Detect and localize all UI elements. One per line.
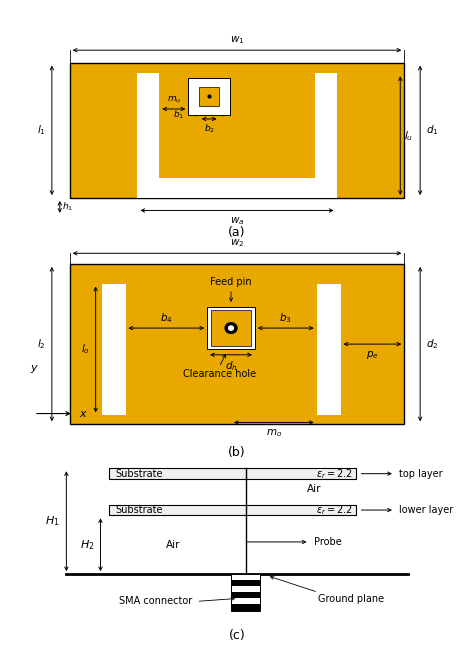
Bar xyxy=(230,586,261,592)
Text: $b_1$: $b_1$ xyxy=(173,108,184,121)
Text: (b): (b) xyxy=(228,446,246,459)
Text: top layer: top layer xyxy=(399,469,443,479)
Text: Substrate: Substrate xyxy=(116,505,163,515)
Text: $\varepsilon_r = 2.2$: $\varepsilon_r = 2.2$ xyxy=(316,467,352,481)
Text: $h_1$: $h_1$ xyxy=(62,201,73,213)
Text: $\varepsilon_r = 2.2$: $\varepsilon_r = 2.2$ xyxy=(316,503,352,517)
Text: $l_o$: $l_o$ xyxy=(81,343,90,357)
Text: $m_o$: $m_o$ xyxy=(266,427,282,438)
Circle shape xyxy=(228,326,233,330)
Bar xyxy=(109,468,356,479)
Bar xyxy=(188,78,230,115)
Text: $p_e$: $p_e$ xyxy=(366,349,379,361)
Text: $b_2$: $b_2$ xyxy=(203,122,215,135)
Bar xyxy=(230,604,261,610)
Text: Air: Air xyxy=(166,540,180,550)
Text: lower layer: lower layer xyxy=(399,505,453,515)
Text: $b_3$: $b_3$ xyxy=(280,311,292,325)
Bar xyxy=(317,284,340,416)
Text: $d_1$: $d_1$ xyxy=(426,124,439,137)
Text: Probe: Probe xyxy=(314,537,342,547)
Text: Substrate: Substrate xyxy=(116,469,163,479)
Bar xyxy=(199,87,219,106)
Text: $d_2$: $d_2$ xyxy=(426,337,438,351)
Text: $H_2$: $H_2$ xyxy=(80,538,94,552)
Circle shape xyxy=(225,323,237,333)
Text: $H_1$: $H_1$ xyxy=(46,515,60,528)
Bar xyxy=(70,264,404,424)
Text: SMA connector: SMA connector xyxy=(119,596,192,606)
Bar xyxy=(211,310,251,346)
Text: $b_4$: $b_4$ xyxy=(160,311,173,325)
Text: Feed pin: Feed pin xyxy=(210,277,252,287)
Bar xyxy=(137,73,159,198)
Bar xyxy=(230,592,261,598)
Bar xyxy=(230,598,261,604)
Text: (a): (a) xyxy=(228,226,246,240)
Bar xyxy=(230,574,261,610)
Bar xyxy=(230,580,261,586)
Text: $w_2$: $w_2$ xyxy=(230,237,244,249)
Bar xyxy=(70,62,404,198)
Text: $l_2$: $l_2$ xyxy=(37,337,46,351)
Bar xyxy=(101,284,126,416)
Bar xyxy=(109,505,356,515)
Text: $m_u$: $m_u$ xyxy=(166,95,181,106)
Text: Air: Air xyxy=(307,484,321,494)
Text: $l_1$: $l_1$ xyxy=(37,124,46,137)
Text: $l_u$: $l_u$ xyxy=(404,129,413,143)
Text: x: x xyxy=(80,408,86,418)
Bar xyxy=(315,73,337,198)
Text: $w_a$: $w_a$ xyxy=(230,214,244,226)
Bar xyxy=(230,574,261,580)
Text: $d_h$: $d_h$ xyxy=(225,359,237,373)
Text: y: y xyxy=(31,363,37,373)
Text: (c): (c) xyxy=(228,629,246,642)
Text: Ground plane: Ground plane xyxy=(318,594,384,604)
Text: Clearance hole: Clearance hole xyxy=(182,369,255,379)
Bar xyxy=(207,307,255,349)
Text: $w_1$: $w_1$ xyxy=(230,34,244,46)
Bar xyxy=(137,179,337,198)
